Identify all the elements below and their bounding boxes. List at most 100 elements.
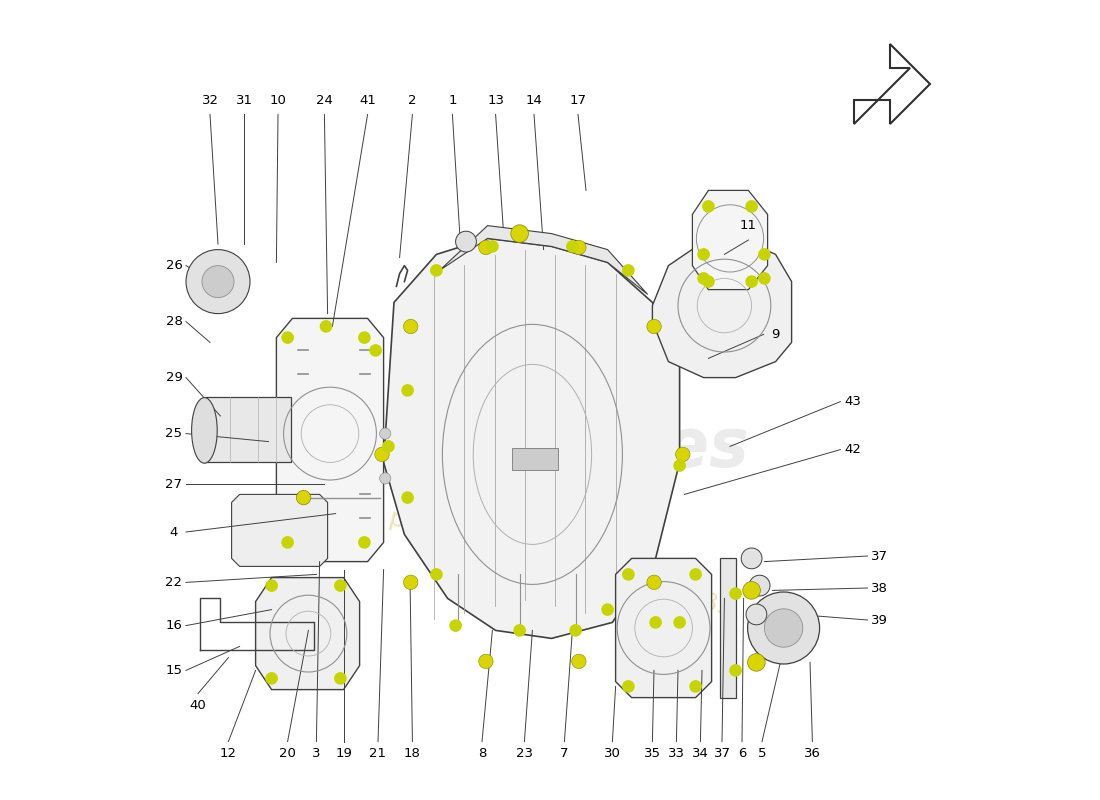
Text: 4: 4 [169,526,178,538]
Circle shape [266,580,277,591]
Polygon shape [692,190,768,290]
Text: 10: 10 [270,94,286,106]
Circle shape [572,654,586,669]
Circle shape [379,473,390,484]
Circle shape [623,681,634,692]
Circle shape [359,537,370,548]
Circle shape [623,265,634,276]
Text: 21: 21 [370,747,386,760]
Circle shape [402,385,414,396]
Text: 34: 34 [692,747,708,760]
Polygon shape [255,578,360,690]
Circle shape [570,625,581,636]
Text: 26: 26 [166,259,183,272]
Text: 1: 1 [448,94,456,106]
Text: 29: 29 [166,371,183,384]
Circle shape [186,250,250,314]
Circle shape [359,332,370,343]
Text: 2: 2 [408,94,417,106]
Text: 42: 42 [844,443,861,456]
Text: 38: 38 [871,582,888,594]
Text: 16: 16 [166,619,183,632]
Ellipse shape [749,575,770,596]
Bar [512,448,558,470]
Text: 40: 40 [189,699,207,712]
Circle shape [572,240,586,254]
Text: 14: 14 [526,94,542,106]
Text: 37: 37 [714,747,730,760]
Circle shape [478,240,493,254]
Text: 25: 25 [165,427,183,440]
Circle shape [282,537,294,548]
Text: 30: 30 [604,747,620,760]
Circle shape [675,447,690,462]
Circle shape [674,460,685,471]
Text: 19: 19 [336,747,352,760]
Text: 6: 6 [738,747,746,760]
Circle shape [510,225,528,242]
Circle shape [730,665,741,676]
Circle shape [759,273,770,284]
Ellipse shape [746,604,767,625]
Polygon shape [232,494,328,566]
Bar [205,397,290,462]
Circle shape [742,582,760,599]
Text: 22: 22 [165,576,183,589]
Circle shape [746,201,757,212]
Circle shape [647,319,661,334]
Text: 13: 13 [487,94,504,106]
Text: 43: 43 [844,395,861,408]
Text: 12: 12 [220,747,236,760]
Circle shape [690,569,701,580]
Circle shape [431,265,442,276]
Circle shape [703,276,714,287]
Text: 32: 32 [201,94,219,106]
Polygon shape [719,558,736,698]
Circle shape [402,492,414,503]
Text: 9: 9 [771,328,780,341]
Circle shape [674,617,685,628]
Circle shape [266,673,277,684]
Circle shape [623,569,634,580]
Circle shape [334,580,346,591]
Text: eurocar es: eurocar es [352,415,748,481]
Circle shape [746,276,757,287]
Circle shape [478,654,493,669]
Circle shape [650,617,661,628]
Text: 28: 28 [166,315,183,328]
Ellipse shape [741,548,762,569]
Circle shape [334,673,346,684]
Circle shape [450,620,461,631]
Text: 35: 35 [644,747,661,760]
Circle shape [282,332,294,343]
Circle shape [602,604,613,615]
Text: 7: 7 [560,747,569,760]
Text: 27: 27 [165,478,183,490]
Polygon shape [384,238,680,638]
Circle shape [748,654,766,671]
Polygon shape [276,318,384,562]
Circle shape [455,231,476,252]
Circle shape [379,428,390,439]
Text: 39: 39 [871,614,888,626]
Circle shape [514,625,525,636]
Text: 24: 24 [316,94,333,106]
Text: 41: 41 [360,94,376,106]
Text: 31: 31 [235,94,253,106]
Text: 8: 8 [477,747,486,760]
Text: 15: 15 [165,664,183,677]
Text: 11: 11 [740,219,757,232]
Text: 17: 17 [570,94,586,106]
Text: 18: 18 [404,747,421,760]
Circle shape [703,201,714,212]
Text: 23: 23 [516,747,532,760]
Circle shape [698,249,710,260]
Polygon shape [652,238,792,378]
Circle shape [698,273,710,284]
Circle shape [487,241,498,252]
Text: 36: 36 [804,747,821,760]
Text: 3: 3 [312,747,321,760]
Circle shape [370,345,382,356]
Text: 5: 5 [758,747,767,760]
Circle shape [404,575,418,590]
